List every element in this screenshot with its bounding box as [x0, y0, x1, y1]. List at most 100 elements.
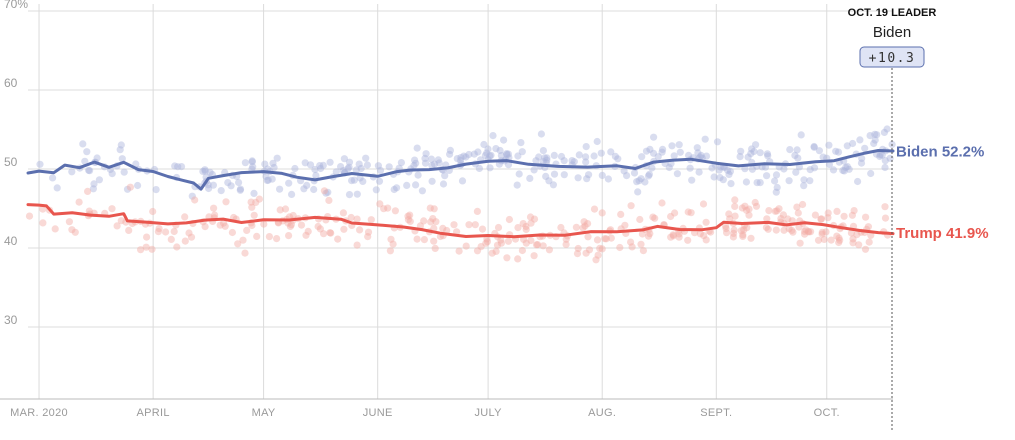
poll-dot [752, 141, 760, 149]
poll-dot [675, 230, 683, 238]
poll-dot [658, 148, 666, 156]
poll-dot [250, 211, 258, 219]
poll-dot [221, 222, 229, 230]
poll-dot [118, 155, 126, 163]
poll-dot [855, 241, 863, 249]
poll-dot [503, 151, 511, 159]
poll-dot [191, 196, 199, 204]
poll-dot [824, 209, 832, 217]
poll-dot [582, 249, 590, 257]
poll-dot [793, 146, 801, 154]
poll-dot [430, 160, 439, 168]
x-tick-label: MAY [252, 407, 276, 419]
poll-dot [201, 223, 209, 231]
poll-dot [693, 144, 701, 152]
poll-dot [530, 252, 538, 260]
poll-dot [788, 226, 796, 234]
poll-dot [303, 181, 311, 189]
poll-dot [867, 169, 875, 178]
poll-dot [579, 224, 587, 232]
poll-dot [149, 207, 157, 216]
poll-dot [726, 167, 735, 175]
end-labels: Biden 52.2% Trump 41.9% [896, 144, 989, 242]
poll-dot [515, 170, 523, 178]
poll-dot [676, 148, 684, 156]
poll-dot [598, 209, 606, 217]
poll-dot [702, 218, 710, 226]
poll-dot [840, 167, 848, 175]
poll-dot [514, 224, 522, 232]
poll-dot [201, 167, 209, 175]
poll-dot [434, 156, 442, 164]
poll-dot [623, 172, 631, 180]
poll-dot [771, 177, 779, 185]
poll-dot [881, 163, 889, 172]
poll-dot [276, 206, 284, 214]
poll-dot [148, 245, 156, 253]
poll-dot [439, 224, 447, 232]
poll-dot [772, 171, 781, 179]
poll-dot [573, 250, 582, 258]
poll-dot [825, 141, 833, 149]
poll-dot [273, 235, 281, 243]
poll-dot [426, 204, 434, 212]
poll-dot [799, 200, 807, 209]
poll-dot [748, 145, 756, 153]
poll-dot [792, 168, 800, 176]
poll-dots [25, 125, 896, 264]
poll-dot [745, 211, 753, 219]
poll-dot [249, 163, 257, 171]
average-lines [26, 149, 895, 239]
poll-dot [738, 204, 746, 212]
poll-dot [668, 142, 676, 150]
poll-dot [345, 191, 354, 199]
poll-dot [418, 187, 426, 195]
poll-dot [849, 139, 857, 148]
poll-dot [543, 154, 551, 162]
poll-dot [75, 198, 83, 206]
grid [28, 4, 893, 399]
x-tick-label: APRIL [137, 407, 170, 419]
poll-dot [801, 230, 809, 238]
poll-dot [385, 163, 393, 171]
poll-dot [700, 232, 708, 240]
poll-dot [730, 229, 738, 237]
poll-dot [834, 148, 843, 156]
poll-dot [363, 161, 371, 169]
leader-name: Biden [873, 24, 911, 41]
poll-dot [820, 235, 828, 243]
poll-dot [785, 225, 793, 233]
poll-dot [364, 228, 373, 236]
poll-dot [530, 166, 538, 174]
poll-dot [304, 227, 312, 235]
poll-dot [773, 183, 781, 192]
poll-dot [775, 205, 783, 213]
poll-dot [550, 170, 559, 178]
y-tick-label: 60 [4, 76, 18, 90]
poll-dot [699, 200, 708, 208]
y-tick-label: 30 [4, 313, 18, 327]
poll-dot [211, 211, 219, 219]
poll-dot [845, 165, 853, 173]
poll-dot [648, 164, 656, 172]
poll-dot [137, 246, 145, 254]
poll-dot [252, 198, 260, 206]
poll-dot [611, 152, 620, 160]
poll-dot [155, 225, 163, 233]
poll-dot [301, 159, 309, 167]
poll-dot [457, 154, 465, 162]
poll-dot [840, 212, 848, 220]
poll-dot [627, 238, 635, 246]
poll-dot [470, 150, 478, 158]
poll-dot [771, 207, 779, 215]
poll-dot [788, 217, 796, 225]
poll-dot [428, 177, 436, 185]
poll-dot [747, 234, 755, 242]
poll-dot [281, 205, 290, 213]
x-tick-label: JULY [474, 407, 502, 419]
poll-dot [456, 156, 465, 165]
poll-dot [651, 214, 659, 222]
poll-dot [590, 152, 598, 160]
poll-dot [117, 141, 125, 149]
poll-dot [800, 176, 808, 184]
